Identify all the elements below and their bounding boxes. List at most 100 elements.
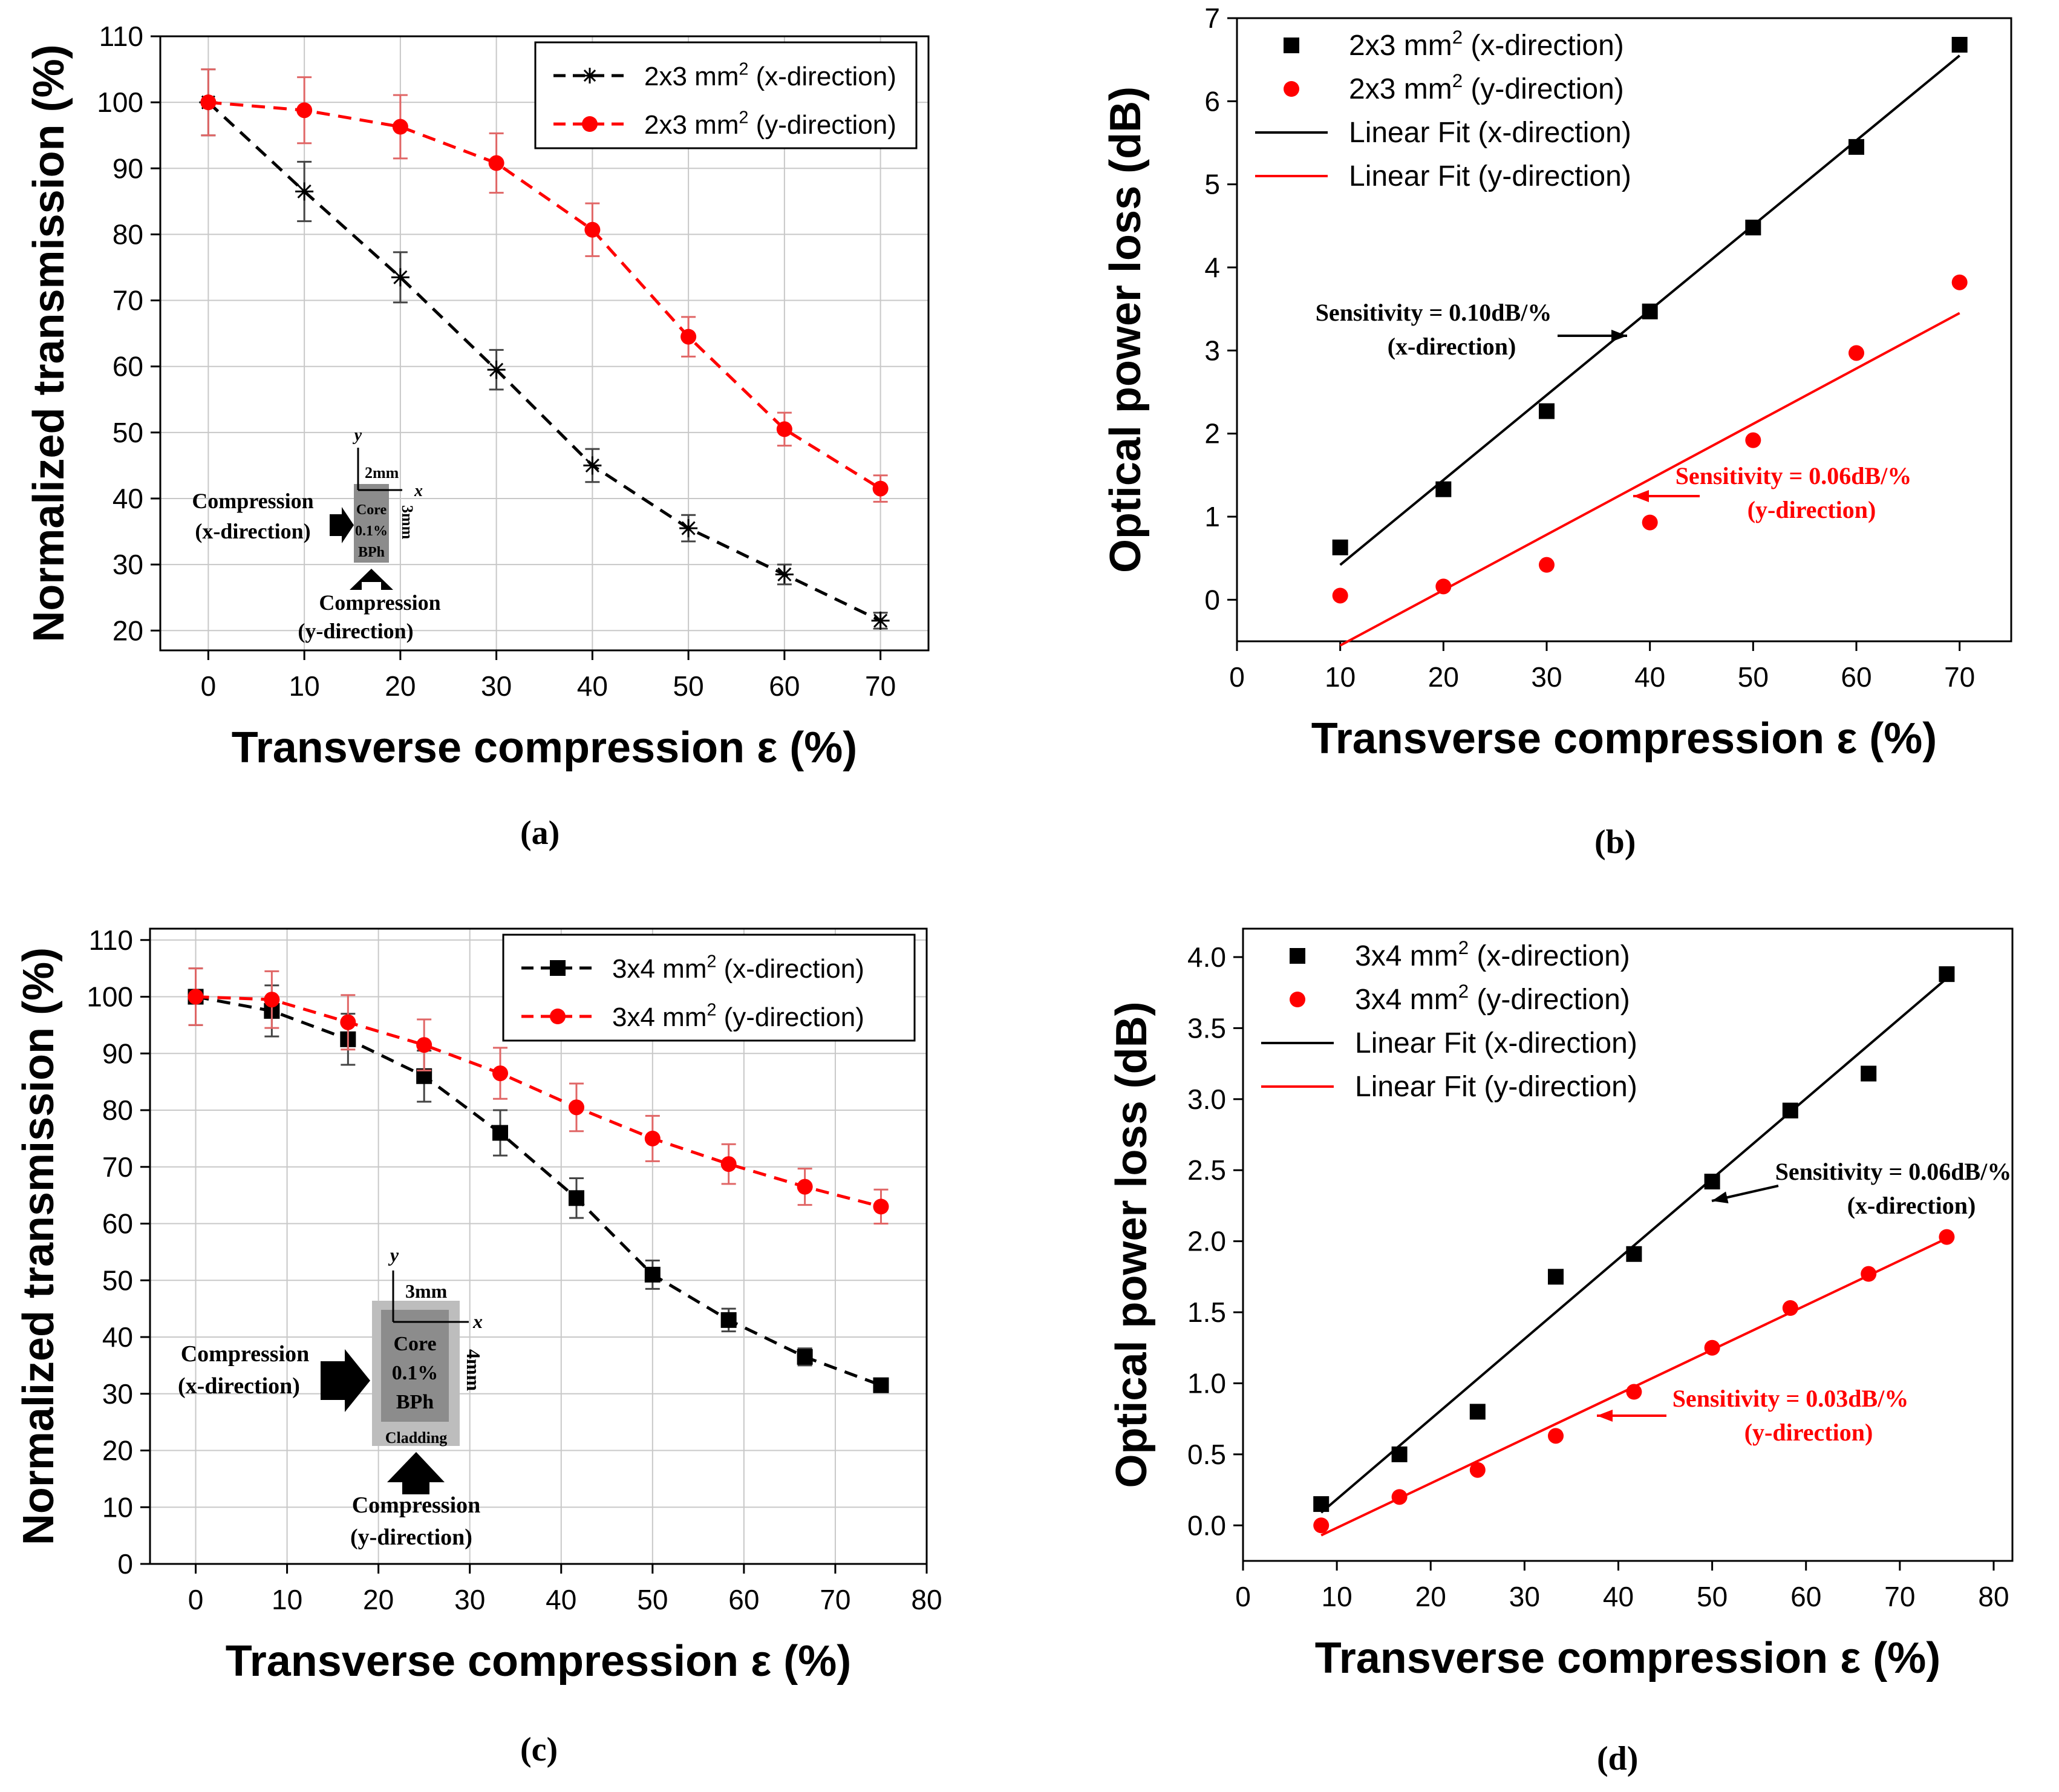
y-tick-label: 30 [102, 1378, 133, 1410]
y-tick-label: 50 [102, 1264, 133, 1296]
plot-frame [1242, 927, 2014, 1562]
inset-compression-y-dir: (y-direction) [350, 1525, 472, 1550]
x-tick-label: 0 [188, 1584, 204, 1615]
y-axis-title: Optical power loss (dB) [1108, 1001, 1156, 1488]
sensitivity-label: Sensitivity = 0.06dB/% [1775, 1158, 2012, 1185]
legend-label: 2x3 mm2 (y-direction) [644, 108, 896, 140]
data-point [1745, 220, 1761, 236]
y-tick-label: 90 [113, 152, 143, 184]
data-point [720, 1312, 737, 1328]
data-point [487, 361, 506, 379]
data-point [1435, 578, 1452, 595]
inset-x-label: x [472, 1310, 483, 1332]
data-point [296, 102, 313, 119]
legend-label: Linear Fit (y-direction) [1349, 160, 1631, 192]
series-x-direction [1332, 36, 1968, 555]
data-point [1539, 403, 1555, 419]
data-point [1332, 587, 1348, 604]
inset-conc-label: 0.1% [355, 523, 388, 539]
x-axis-title: Transverse compression ε (%) [232, 724, 858, 772]
annotation-arrowhead [1633, 490, 1649, 502]
data-point [416, 1037, 432, 1053]
sensitivity-direction: (y-direction) [1744, 1419, 1873, 1446]
x-tick-label: 50 [673, 670, 704, 702]
x-tick-label: 10 [289, 670, 320, 702]
x-tick-label: 50 [1738, 661, 1769, 693]
y-tick-label: 10 [102, 1491, 133, 1523]
y-tick-label: 0.5 [1187, 1439, 1226, 1470]
data-point [775, 565, 794, 584]
inset-core-label: Core [393, 1333, 436, 1355]
y-tick-label: 110 [99, 21, 143, 52]
legend-marker [1290, 992, 1305, 1007]
legend-marker [1284, 81, 1299, 97]
data-point [644, 1266, 661, 1283]
x-tick-label: 30 [454, 1584, 485, 1615]
sensitivity-direction: (x-direction) [1388, 333, 1516, 360]
x-tick-label: 80 [911, 1584, 942, 1615]
x-tick-label: 50 [1697, 1581, 1728, 1612]
data-point [1332, 539, 1348, 555]
x-tick-label: 60 [1841, 661, 1871, 693]
data-point [1782, 1300, 1798, 1316]
legend-label: 3x4 mm2 (y-direction) [1355, 981, 1630, 1016]
data-point [488, 155, 504, 171]
data-point [1548, 1269, 1564, 1285]
legend-label: Linear Fit (y-direction) [1355, 1071, 1637, 1103]
x-tick-label: 40 [1603, 1581, 1634, 1612]
data-point [264, 992, 280, 1008]
data-point [1313, 1496, 1330, 1512]
x-tick-label: 20 [1415, 1581, 1446, 1612]
inset-material-label: BPh [358, 544, 385, 560]
inset-width-label: 2mm [365, 464, 399, 482]
inset-arrow-y [350, 569, 393, 590]
data-point [392, 119, 408, 135]
x-tick-label: 70 [820, 1584, 850, 1615]
data-point [1539, 557, 1555, 573]
x-tick-label: 10 [1325, 661, 1356, 693]
inset-width-label: 3mm [405, 1280, 448, 1302]
chart-a: 0 10 20 30 40 50 60 70 20 30 40 50 60 70 80 90 100 110 Tra… [25, 21, 930, 772]
inset-x-label: x [414, 482, 423, 500]
y-tick-label: 2.5 [1187, 1154, 1226, 1186]
plot-frame [1236, 17, 2012, 643]
inset-compression-y: Compression [352, 1493, 481, 1518]
x-tick-label: 10 [272, 1584, 302, 1615]
y-tick-label: 1.5 [1187, 1297, 1226, 1328]
x-tick-label: 20 [385, 670, 416, 702]
data-point [680, 329, 697, 345]
data-point [1849, 345, 1864, 361]
data-point [1548, 1428, 1564, 1444]
annotation-arrowhead [1597, 1410, 1613, 1422]
y-tick-label: 50 [113, 417, 143, 448]
y-tick-label: 70 [113, 285, 143, 316]
sensitivity-label: Sensitivity = 0.03dB/% [1672, 1385, 1909, 1412]
y-tick-label: 80 [102, 1094, 133, 1126]
data-point [1861, 1266, 1877, 1282]
data-point [340, 1014, 356, 1030]
data-point [1704, 1174, 1720, 1189]
y-tick-label: 110 [89, 924, 133, 956]
y-tick-label: 80 [113, 218, 143, 250]
legend-label: 2x3 mm2 (x-direction) [644, 59, 896, 91]
data-point [584, 221, 601, 238]
data-point [1642, 514, 1658, 531]
legend-marker [1290, 948, 1305, 964]
legend-box [534, 41, 918, 149]
chart-c: 0 10 20 30 40 50 60 70 80 0 10 20 30 40 50 60 70 80 90 100 1… [15, 924, 942, 1686]
data-point [720, 1156, 737, 1172]
legend-marker [550, 960, 566, 976]
inset-compression-x: Compression [181, 1341, 310, 1367]
caption-d: (d) [1597, 1740, 1639, 1777]
data-point [1704, 1339, 1720, 1356]
inset-compression-x-dir: (x-direction) [195, 519, 310, 543]
data-point [797, 1349, 813, 1365]
legend-label: 2x3 mm2 (x-direction) [1349, 27, 1624, 62]
series-y-direction [200, 68, 889, 503]
y-tick-label: 5 [1204, 169, 1220, 200]
legend-label: 3x4 mm2 (x-direction) [1355, 937, 1630, 972]
data-point [1849, 139, 1864, 155]
y-tick-label: 0 [1204, 584, 1220, 615]
x-tick-label: 40 [1634, 661, 1665, 693]
